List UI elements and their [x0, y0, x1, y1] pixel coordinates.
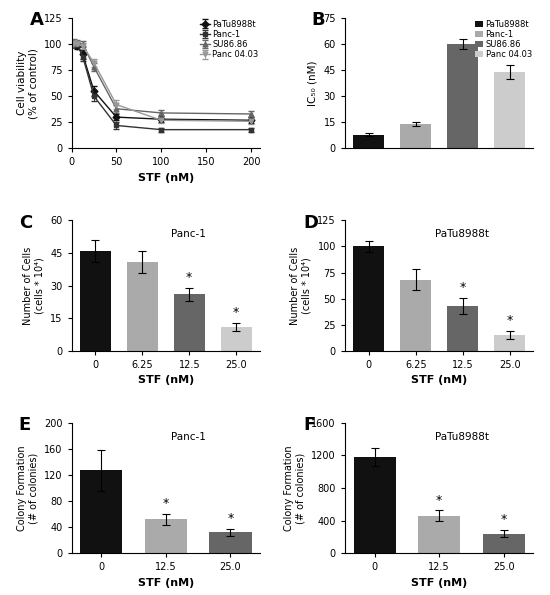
X-axis label: STF (nM): STF (nM) — [138, 173, 194, 183]
Text: Panc-1: Panc-1 — [171, 432, 206, 442]
Text: *: * — [460, 281, 466, 294]
Bar — [221, 327, 251, 351]
Legend: PaTu8988t, Panc-1, SU86.86, Panc 04.03: PaTu8988t, Panc-1, SU86.86, Panc 04.03 — [200, 20, 258, 60]
Text: *: * — [507, 314, 513, 327]
X-axis label: STF (nM): STF (nM) — [138, 375, 194, 386]
Bar — [448, 44, 478, 149]
Text: *: * — [227, 512, 234, 525]
Text: PaTu8988t: PaTu8988t — [435, 432, 489, 442]
Y-axis label: Number of Cells
(cells * 10⁴): Number of Cells (cells * 10⁴) — [23, 246, 45, 325]
Bar — [418, 516, 460, 553]
Bar — [354, 246, 384, 351]
X-axis label: STF (nM): STF (nM) — [411, 578, 468, 588]
Text: B: B — [311, 11, 324, 29]
Text: *: * — [163, 497, 169, 511]
Bar — [494, 335, 525, 351]
Y-axis label: Cell viability
(% of control): Cell viability (% of control) — [16, 48, 38, 118]
Text: *: * — [501, 513, 507, 526]
Text: *: * — [436, 494, 442, 506]
Y-axis label: Number of Cells
(cells * 10⁴): Number of Cells (cells * 10⁴) — [290, 246, 312, 325]
Text: F: F — [304, 416, 316, 434]
Bar — [174, 295, 205, 351]
Text: D: D — [304, 214, 318, 232]
X-axis label: STF (nM): STF (nM) — [138, 578, 194, 588]
Bar — [354, 456, 395, 553]
Bar — [448, 306, 478, 351]
Text: Panc-1: Panc-1 — [171, 230, 206, 239]
Bar — [400, 124, 431, 149]
Text: E: E — [19, 416, 31, 434]
Bar — [354, 134, 384, 149]
Bar — [145, 519, 187, 553]
Bar — [400, 280, 431, 351]
Bar — [483, 534, 525, 553]
Bar — [494, 72, 525, 149]
Text: *: * — [186, 271, 192, 284]
Text: A: A — [30, 11, 44, 29]
Bar — [80, 250, 111, 351]
Text: *: * — [233, 306, 239, 319]
Y-axis label: Colony Formation
(# of colonies): Colony Formation (# of colonies) — [284, 445, 306, 531]
Text: C: C — [19, 214, 32, 232]
Y-axis label: Colony Formation
(# of colonies): Colony Formation (# of colonies) — [17, 445, 38, 531]
Bar — [210, 533, 251, 553]
Legend: PaTu8988t, Panc-1, SU86.86, Panc 04.03: PaTu8988t, Panc-1, SU86.86, Panc 04.03 — [475, 20, 532, 60]
Text: PaTu8988t: PaTu8988t — [435, 230, 489, 239]
Bar — [127, 262, 157, 351]
X-axis label: STF (nM): STF (nM) — [411, 375, 468, 386]
Y-axis label: IC₅₀ (nM): IC₅₀ (nM) — [308, 61, 318, 106]
Bar — [80, 471, 122, 553]
